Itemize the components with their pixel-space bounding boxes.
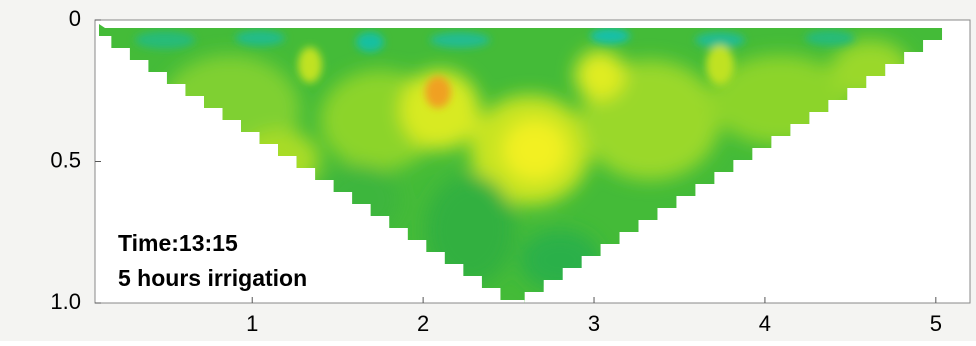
- x-tick-label: 1: [246, 311, 258, 336]
- y-tick-label: 1.0: [50, 289, 81, 314]
- y-tick-label: 0: [69, 6, 81, 31]
- x-tick-label: 3: [588, 311, 600, 336]
- annotation: 5 hours irrigation: [118, 265, 307, 291]
- annotation: Time:13:15: [118, 230, 238, 256]
- x-tick-label: 4: [759, 311, 771, 336]
- y-tick-label: 0.5: [50, 147, 81, 172]
- x-tick-label: 5: [930, 311, 942, 336]
- x-tick-label: 2: [417, 311, 429, 336]
